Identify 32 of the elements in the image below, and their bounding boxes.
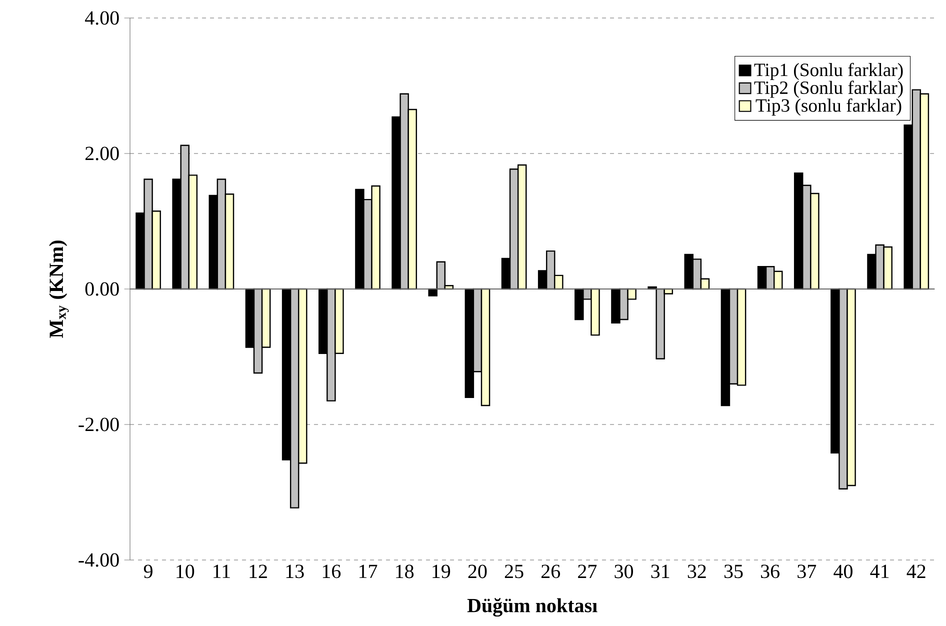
- legend-label: Tip3 (sonlu farklar): [756, 98, 902, 116]
- x-axis-title: Düğüm noktası: [467, 598, 598, 617]
- y-tick-label: 0.00: [85, 282, 119, 296]
- y-tick-label: 4.00: [85, 11, 119, 25]
- x-tick-label: 32: [688, 564, 706, 578]
- x-tick-label: 12: [250, 564, 267, 578]
- y-tick-label: -4.00: [78, 553, 119, 567]
- x-tick-label: 35: [724, 564, 743, 578]
- x-tick-label: 16: [322, 564, 341, 578]
- y-axis-title: M$_{xy}$ (KNm): [49, 240, 69, 338]
- x-tick-label: 41: [870, 564, 889, 578]
- x-tick-label: 26: [542, 564, 560, 578]
- x-tick-label: 17: [360, 564, 378, 578]
- y-tick-label: -2.00: [78, 418, 119, 432]
- x-tick-label: 37: [798, 564, 816, 578]
- x-tick-label: 19: [432, 564, 450, 578]
- x-tick-label: 25: [504, 564, 524, 578]
- legend-label: Tip2 (Sonlu farklar): [754, 80, 903, 98]
- x-tick-label: 42: [906, 564, 926, 578]
- x-tick-label: 11: [214, 564, 230, 578]
- y-tick-label: 2.00: [85, 146, 119, 160]
- legend-label: Tip1 (Sonlu farklar): [754, 62, 903, 80]
- x-tick-label: 10: [176, 564, 194, 578]
- x-tick-label: 20: [468, 564, 487, 578]
- x-tick-label: 40: [834, 564, 852, 578]
- x-tick-label: 36: [761, 564, 780, 578]
- x-tick-label: 18: [396, 564, 414, 578]
- x-tick-label: 27: [578, 564, 597, 578]
- x-tick-label: 13: [286, 564, 304, 578]
- x-tick-label: 31: [651, 564, 670, 578]
- x-tick-label: 30: [614, 564, 634, 578]
- x-tick-label: 9: [144, 564, 152, 578]
